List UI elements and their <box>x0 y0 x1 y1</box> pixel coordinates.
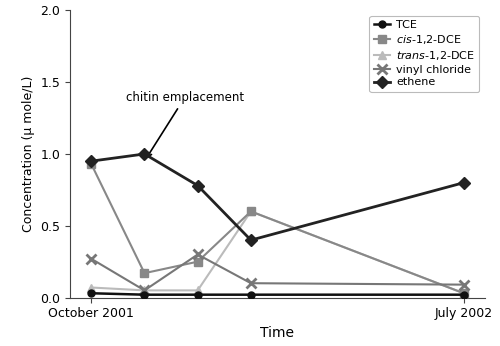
ethene <box>194 183 200 188</box>
vinyl chloride <box>460 283 466 287</box>
vinyl chloride <box>142 288 148 292</box>
TCE <box>194 293 200 297</box>
TCE <box>460 293 466 297</box>
Y-axis label: Concentration (μ mole/L): Concentration (μ mole/L) <box>22 76 35 232</box>
$cis$-1,2-DCE <box>460 291 466 295</box>
ethene <box>248 238 254 242</box>
$trans$-1,2-DCE <box>142 288 148 292</box>
Line: $cis$-1,2-DCE: $cis$-1,2-DCE <box>87 160 468 298</box>
vinyl chloride <box>194 253 200 257</box>
Line: TCE: TCE <box>88 290 467 298</box>
$trans$-1,2-DCE <box>88 285 94 290</box>
$trans$-1,2-DCE <box>194 288 200 292</box>
ethene <box>142 152 148 156</box>
TCE <box>142 293 148 297</box>
Line: ethene: ethene <box>87 150 468 244</box>
Text: chitin emplacement: chitin emplacement <box>126 91 244 157</box>
$cis$-1,2-DCE <box>142 271 148 275</box>
Line: vinyl chloride: vinyl chloride <box>86 249 468 295</box>
$trans$-1,2-DCE <box>248 209 254 213</box>
TCE <box>248 293 254 297</box>
X-axis label: Time: Time <box>260 326 294 340</box>
Legend: TCE, $cis$-1,2-DCE, $trans$-1,2-DCE, vinyl chloride, ethene: TCE, $cis$-1,2-DCE, $trans$-1,2-DCE, vin… <box>370 16 480 92</box>
$cis$-1,2-DCE <box>248 209 254 213</box>
Line: $trans$-1,2-DCE: $trans$-1,2-DCE <box>87 207 468 298</box>
ethene <box>88 159 94 163</box>
vinyl chloride <box>88 257 94 261</box>
vinyl chloride <box>248 281 254 285</box>
TCE <box>88 291 94 295</box>
ethene <box>460 181 466 185</box>
$cis$-1,2-DCE <box>194 260 200 264</box>
$trans$-1,2-DCE <box>460 291 466 295</box>
$cis$-1,2-DCE <box>88 162 94 166</box>
